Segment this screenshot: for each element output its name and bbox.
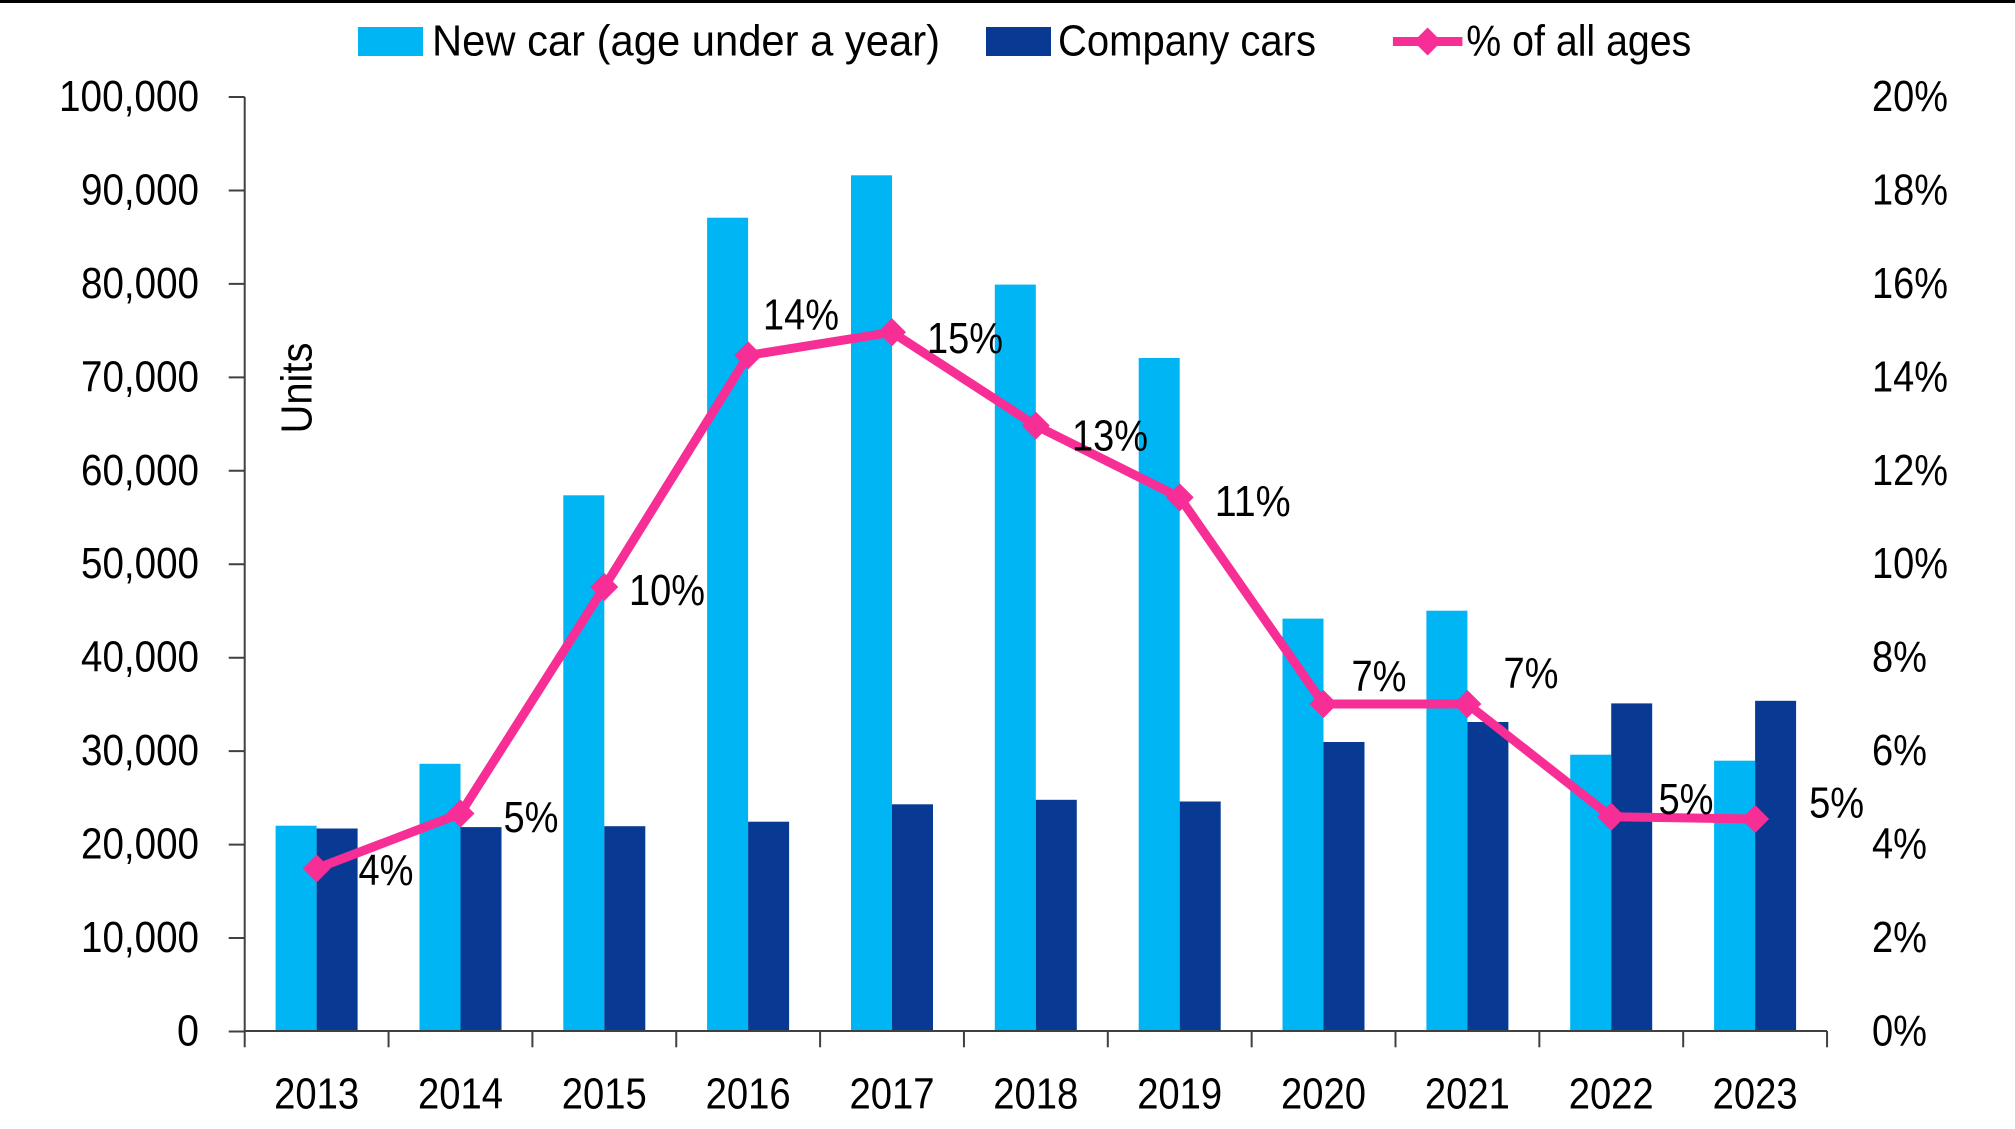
- svg-text:60,000: 60,000: [81, 446, 199, 495]
- svg-text:2016: 2016: [706, 1069, 791, 1118]
- svg-text:Units: Units: [273, 343, 322, 434]
- svg-text:2020: 2020: [1281, 1069, 1366, 1118]
- svg-text:New car (age under a year): New car (age under a year): [432, 17, 940, 66]
- svg-text:16%: 16%: [1872, 259, 1948, 308]
- svg-text:20%: 20%: [1872, 72, 1948, 121]
- svg-text:2018: 2018: [993, 1069, 1078, 1118]
- svg-text:5%: 5%: [1659, 775, 1714, 824]
- svg-text:80,000: 80,000: [81, 259, 199, 308]
- svg-text:2013: 2013: [274, 1069, 359, 1118]
- svg-text:13%: 13%: [1072, 411, 1148, 460]
- svg-text:Company cars: Company cars: [1058, 17, 1316, 66]
- svg-text:2%: 2%: [1872, 913, 1927, 962]
- svg-text:10,000: 10,000: [81, 913, 199, 962]
- svg-text:15%: 15%: [927, 314, 1003, 363]
- svg-text:11%: 11%: [1215, 477, 1291, 526]
- svg-text:18%: 18%: [1872, 165, 1948, 214]
- svg-text:2014: 2014: [418, 1069, 503, 1118]
- svg-text:6%: 6%: [1872, 726, 1927, 775]
- svg-text:2017: 2017: [850, 1069, 935, 1118]
- svg-text:2019: 2019: [1137, 1069, 1222, 1118]
- svg-text:14%: 14%: [763, 290, 839, 339]
- svg-text:4%: 4%: [1872, 820, 1927, 869]
- svg-text:14%: 14%: [1872, 352, 1948, 401]
- svg-text:2023: 2023: [1713, 1069, 1798, 1118]
- svg-text:12%: 12%: [1872, 446, 1948, 495]
- svg-text:5%: 5%: [1809, 778, 1864, 827]
- svg-text:0: 0: [177, 1007, 199, 1056]
- svg-text:0%: 0%: [1872, 1007, 1927, 1056]
- svg-text:2021: 2021: [1425, 1069, 1510, 1118]
- svg-text:20,000: 20,000: [81, 820, 199, 869]
- svg-text:7%: 7%: [1352, 652, 1407, 701]
- svg-text:40,000: 40,000: [81, 633, 199, 682]
- svg-text:7%: 7%: [1504, 649, 1559, 698]
- svg-text:30,000: 30,000: [81, 726, 199, 775]
- svg-text:5%: 5%: [504, 793, 559, 842]
- svg-text:8%: 8%: [1872, 633, 1927, 682]
- svg-text:10%: 10%: [1872, 539, 1948, 588]
- svg-text:2015: 2015: [562, 1069, 647, 1118]
- svg-text:% of all ages: % of all ages: [1466, 17, 1691, 66]
- svg-text:10%: 10%: [629, 566, 705, 615]
- svg-text:50,000: 50,000: [81, 539, 199, 588]
- svg-text:100,000: 100,000: [59, 72, 199, 121]
- svg-text:4%: 4%: [359, 846, 414, 895]
- svg-text:90,000: 90,000: [81, 165, 199, 214]
- svg-text:70,000: 70,000: [81, 352, 199, 401]
- svg-text:2022: 2022: [1569, 1069, 1654, 1118]
